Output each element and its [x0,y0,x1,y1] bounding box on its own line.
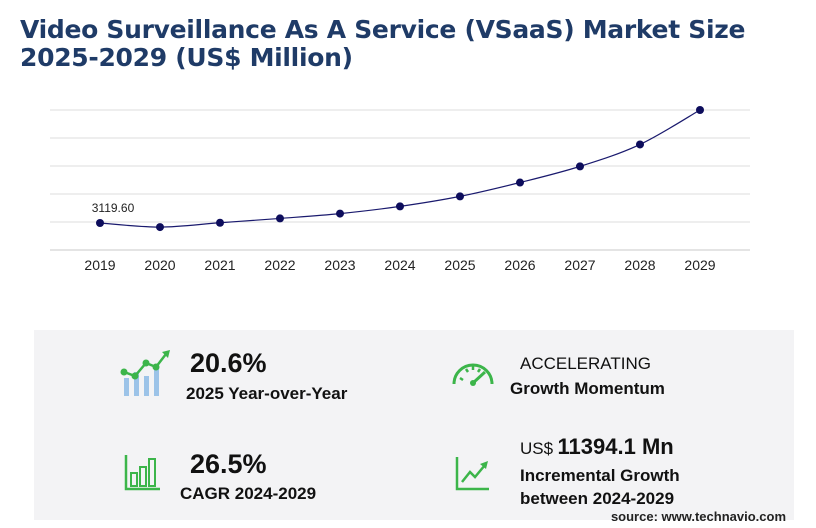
gridlines [50,109,750,251]
momentum-top: ACCELERATING [520,354,651,373]
title-line-2: 2025-2029 (US$ Million) [20,43,353,72]
title-line-1: Video Surveillance As A Service (VSaaS) … [20,15,746,44]
data-point [636,140,644,149]
increment-label-1: Incremental Growth [520,466,680,485]
x-tick-label: 2023 [324,257,355,273]
data-label: 3119.60 [92,201,135,215]
speedometer-icon [452,363,494,386]
x-tick-label: 2028 [624,257,655,273]
data-point [96,219,104,227]
data-point [396,202,404,211]
cagr-value: 26.5% [190,449,267,479]
line-chart: 2019 2020 2021 2022 2023 2024 2025 2026 2027 2028… [50,106,750,273]
data-labels: 3119.60 [92,201,135,215]
data-point [516,178,524,187]
data-point [576,162,584,171]
x-tick-label: 2024 [384,257,415,273]
chart-title: Video Surveillance As A Service (VSaaS) … [20,16,745,72]
x-tick-label: 2026 [504,257,535,273]
cagr-label: CAGR 2024-2029 [180,484,317,503]
data-point [156,223,164,232]
x-tick-label: 2027 [564,257,595,273]
growth-chart-icon [120,350,170,396]
x-tick-label: 2019 [84,257,115,273]
currency-prefix: US$ [520,439,554,458]
data-point [336,209,344,218]
data-point [276,214,284,223]
x-tick-label: 2029 [684,257,715,273]
increment-value: 11394.1 Mn [557,434,674,459]
data-point [456,192,464,201]
yoy-value: 20.6% [190,348,267,378]
data-point [696,106,704,114]
x-tick-label: 2021 [204,257,235,273]
x-tick-label: 2022 [264,257,295,273]
momentum-bottom: Growth Momentum [510,379,665,398]
bar-chart-icon [124,455,160,491]
yoy-label: 2025 Year-over-Year [186,384,348,403]
increment-label-2: between 2024-2029 [520,489,675,508]
source-credit: source: www.technavio.com [610,509,786,524]
x-tick-label: 2020 [144,257,175,273]
x-tick-label: 2025 [444,257,475,273]
x-axis-ticks: 2019 2020 2021 2022 2023 2024 2025 2026 2027 2028… [84,257,715,273]
increment-amount: US$ 11394.1 Mn [520,434,674,460]
data-markers [96,106,704,232]
data-point [216,218,224,227]
trend-up-icon [455,457,489,491]
